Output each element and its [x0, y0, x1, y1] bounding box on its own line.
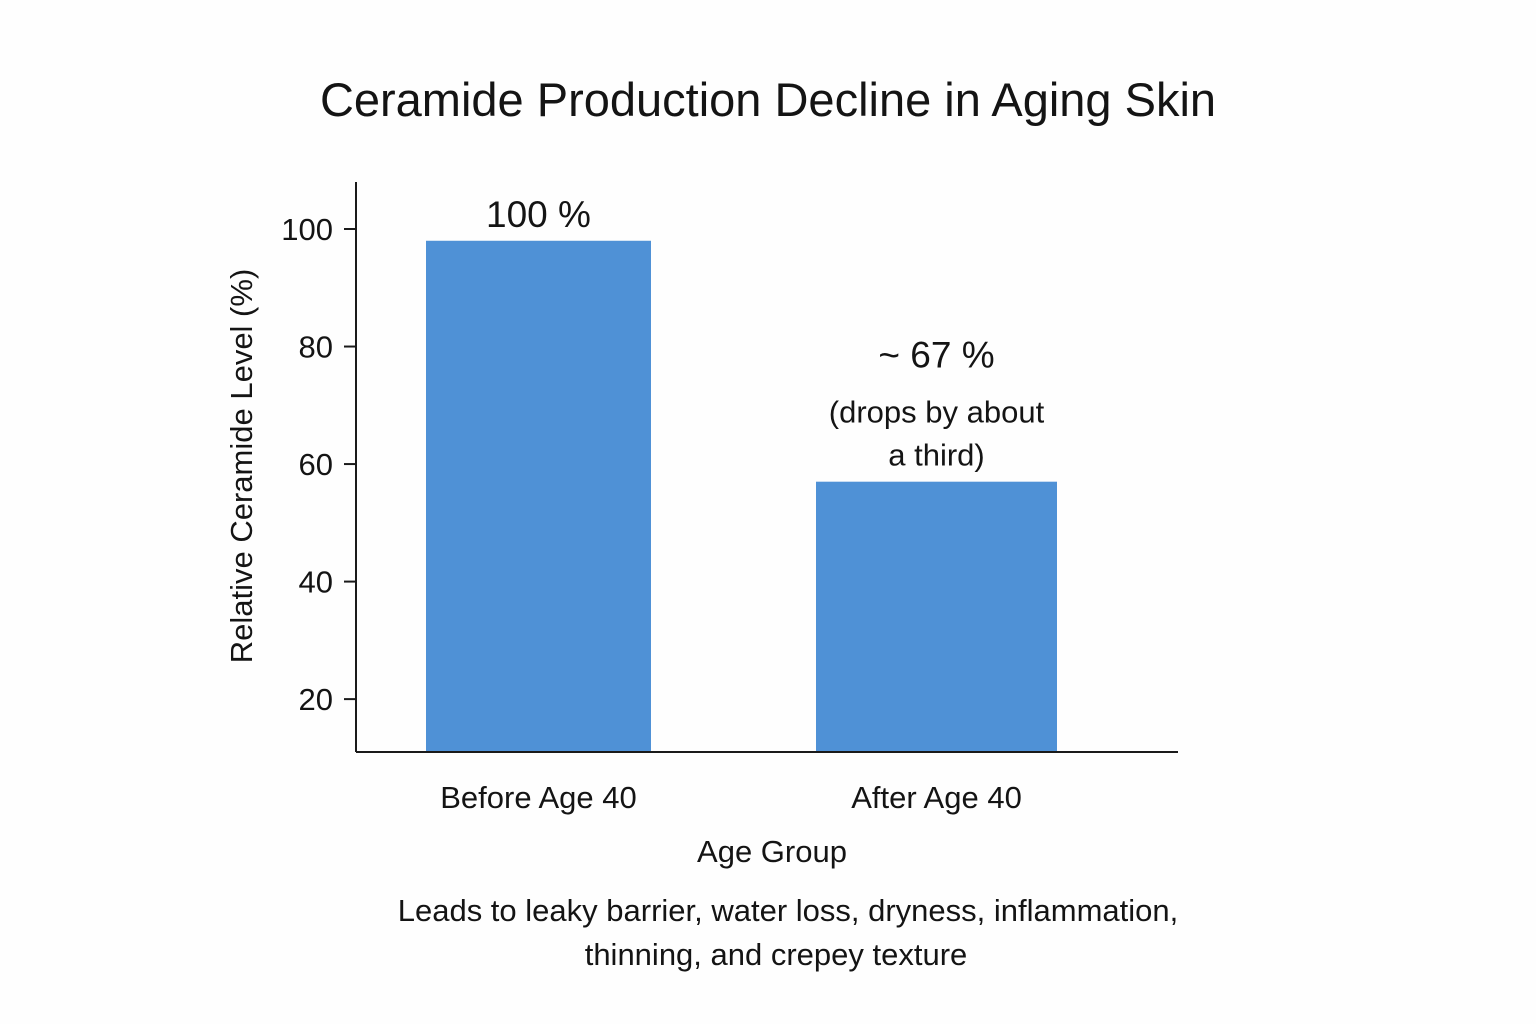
y-axis-ticks: 20 40 60 80 100 — [281, 212, 356, 717]
bar-2-label-line-1: ~ 67 % — [878, 335, 994, 376]
bar-1-label-line-1: 100 % — [486, 194, 591, 235]
x-tick-label: After Age 40 — [851, 780, 1022, 815]
value-labels-group: 100 % ~ 67 % (drops by about a third) — [486, 194, 1045, 473]
bar-2-label-line-3: a third) — [888, 438, 984, 473]
footnote-line-1: Leads to leaky barrier, water loss, dryn… — [398, 893, 1179, 928]
bars-group — [426, 240, 1057, 753]
bar-2-label-line-2: (drops by about — [829, 395, 1045, 430]
y-tick-label: 40 — [299, 565, 333, 600]
x-tick-label: Before Age 40 — [440, 780, 637, 815]
x-axis-label: Age Group — [697, 834, 847, 869]
y-tick-label: 100 — [281, 212, 333, 247]
y-tick-label: 60 — [299, 447, 333, 482]
y-tick-label: 20 — [299, 682, 333, 717]
footnote-line-2: thinning, and crepey texture — [585, 937, 968, 972]
x-axis-tick-labels: Before Age 40 After Age 40 — [440, 780, 1022, 815]
bar-2 — [816, 481, 1057, 752]
bar-1 — [426, 240, 651, 753]
chart-title: Ceramide Production Decline in Aging Ski… — [320, 73, 1216, 126]
y-tick-label: 80 — [299, 330, 333, 365]
y-axis-label: Relative Ceramide Level (%) — [224, 269, 259, 664]
